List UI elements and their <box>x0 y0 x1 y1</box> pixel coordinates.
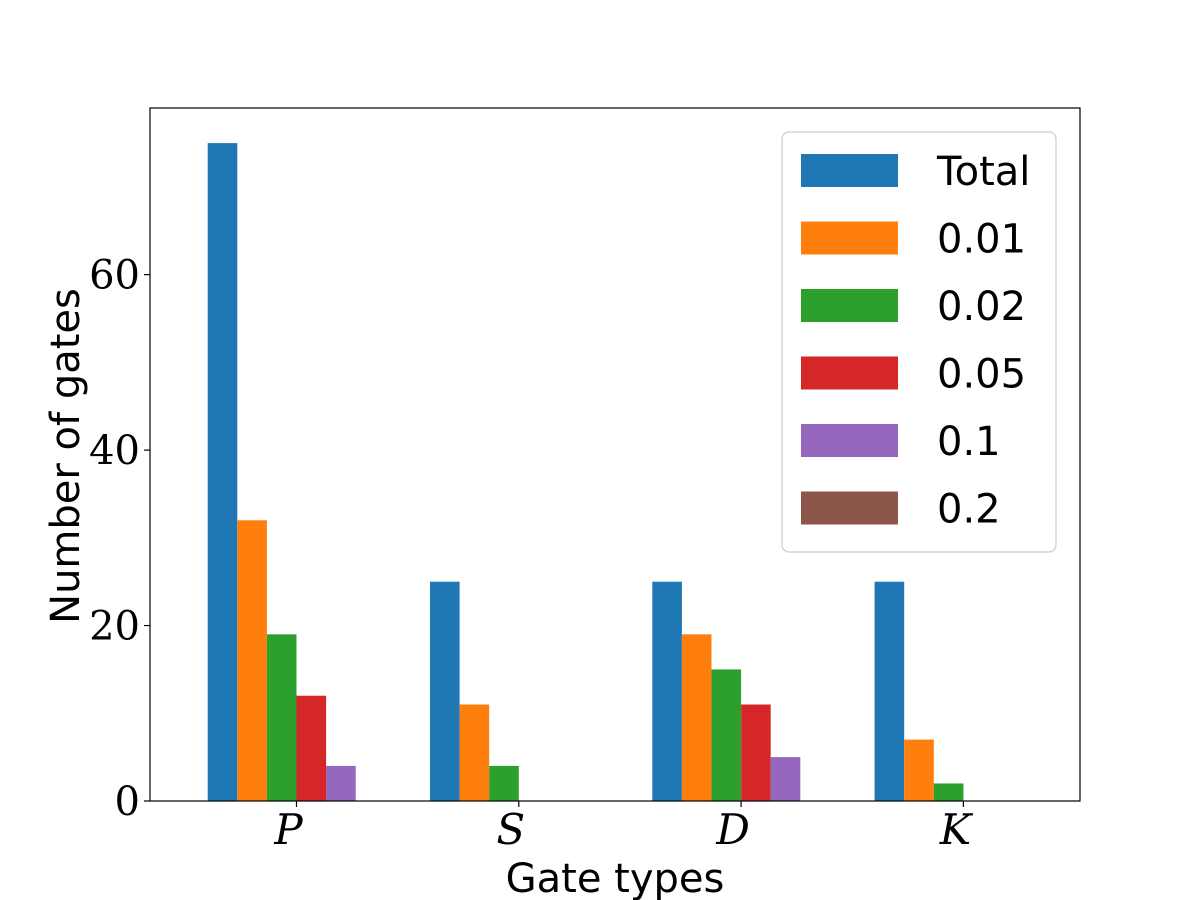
y-tick-label: 0 <box>115 779 140 825</box>
legend-label: 0.2 <box>937 487 1001 533</box>
bar-D-0.1 <box>770 757 801 801</box>
bar-K-0.01 <box>904 739 934 801</box>
legend-swatch <box>801 154 898 187</box>
legend-box <box>781 131 1057 553</box>
bar-D-0.02 <box>711 669 742 801</box>
legend-swatch <box>801 424 898 457</box>
legend-label: 0.1 <box>937 419 1001 465</box>
bar-K-Total <box>874 581 905 801</box>
x-tick-label: D <box>715 805 750 854</box>
legend-label: 0.05 <box>937 352 1026 398</box>
legend-swatch <box>801 356 898 390</box>
x-tick-label: K <box>939 805 974 854</box>
bar-D-Total <box>652 581 682 801</box>
y-tick-label: 20 <box>89 604 140 650</box>
x-tick-label: P <box>273 805 303 854</box>
legend: Total 0.01 0.02 0.05 0.1 0.2 <box>781 131 1057 553</box>
bar-P-0.1 <box>326 765 356 801</box>
bar-S-0.02 <box>489 765 519 801</box>
y-tick-label: 60 <box>89 253 140 299</box>
bar-P-0.02 <box>266 634 297 801</box>
y-tick-label: 40 <box>89 428 140 474</box>
plot-frame <box>149 107 1081 802</box>
bars-layer <box>207 143 964 802</box>
bar-P-0.05 <box>296 695 327 801</box>
bar-D-0.05 <box>741 704 771 801</box>
x-axis-title: Gate types <box>506 856 725 900</box>
legend-label: Total <box>936 149 1030 195</box>
bar-P-Total <box>207 143 238 802</box>
legend-swatch <box>801 491 898 525</box>
bar-S-Total <box>430 581 460 801</box>
x-tick-label: S <box>496 805 525 854</box>
bar-S-0.01 <box>459 704 490 801</box>
bar-D-0.01 <box>681 634 712 801</box>
bar-P-0.01 <box>237 520 267 801</box>
bar-K-0.02 <box>933 783 964 801</box>
legend-label: 0.02 <box>937 284 1026 330</box>
legend-swatch <box>801 289 898 322</box>
legend-label: 0.01 <box>937 217 1026 263</box>
y-axis: 0 20 40 60 <box>89 253 150 825</box>
legend-swatch <box>801 221 898 255</box>
y-axis-title: Number of gates <box>43 288 89 624</box>
